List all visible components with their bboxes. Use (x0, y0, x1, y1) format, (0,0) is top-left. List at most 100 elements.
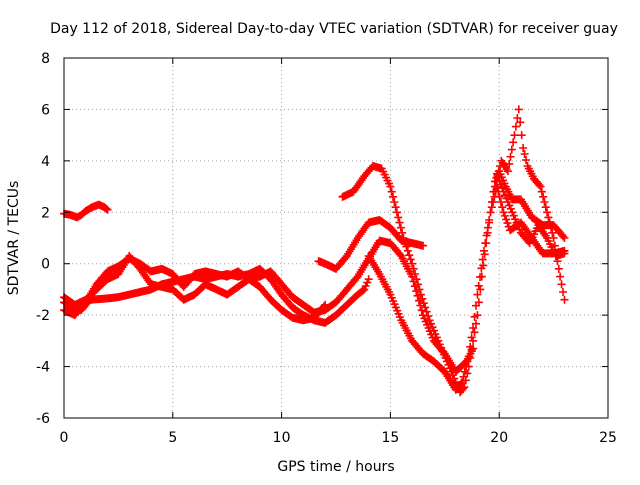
data-point (502, 215, 511, 224)
data-point (514, 105, 523, 114)
data-point (546, 223, 555, 232)
data-point (522, 156, 531, 164)
data-point (520, 150, 529, 158)
data-point (494, 173, 503, 182)
data-point (477, 264, 486, 273)
data-point (559, 288, 568, 296)
data-point (416, 290, 425, 299)
y-tick-label: -2 (36, 308, 50, 324)
data-point (395, 218, 404, 227)
y-tick-label: 2 (41, 205, 50, 221)
data-point (486, 208, 495, 217)
data-point (422, 307, 431, 316)
data-point (395, 250, 404, 259)
data-point (387, 187, 396, 196)
y-tick-label: 0 (41, 257, 50, 273)
data-point (537, 187, 546, 196)
data-point (459, 372, 468, 381)
data-point (390, 198, 399, 206)
data-point (560, 295, 569, 304)
data-point (419, 241, 428, 250)
y-tick-label: 8 (41, 51, 50, 67)
data-point (471, 319, 480, 328)
data-point (550, 241, 559, 250)
data-point (386, 182, 395, 191)
data-point (406, 255, 415, 264)
chart-title: Day 112 of 2018, Sidereal Day-to-day VTE… (50, 21, 618, 37)
axis-ticks (63, 57, 609, 419)
data-point (505, 159, 514, 168)
data-point (403, 246, 412, 255)
data-point (463, 357, 472, 366)
data-point (471, 301, 480, 310)
data-points (60, 105, 569, 397)
data-point (424, 312, 433, 320)
data-point (496, 198, 505, 206)
data-point (503, 219, 512, 228)
data-point (392, 208, 401, 217)
data-point (402, 242, 411, 251)
data-point (470, 312, 479, 321)
data-point (554, 264, 563, 273)
x-tick-label: 15 (381, 430, 399, 446)
data-point (544, 213, 553, 222)
data-point (490, 182, 499, 191)
x-tick-label: 0 (60, 430, 69, 446)
data-point (481, 239, 490, 248)
data-point (421, 303, 430, 312)
data-point (560, 234, 569, 242)
x-tick-label: 25 (599, 430, 617, 446)
data-point (560, 249, 569, 258)
data-point (389, 192, 398, 201)
data-point (493, 169, 502, 178)
y-tick-label: 4 (41, 154, 50, 170)
data-point (456, 379, 465, 388)
series-track-d (60, 252, 330, 325)
data-point (409, 264, 418, 273)
data-point (498, 184, 507, 193)
data-point (405, 251, 414, 260)
data-point (489, 198, 498, 206)
series-track-f (338, 162, 569, 397)
data-point (399, 234, 408, 242)
data-point (557, 280, 566, 289)
data-point (102, 204, 111, 213)
data-point (559, 232, 568, 241)
y-axis-label: SDTVAR / TECUs (6, 181, 22, 296)
data-point (458, 378, 467, 386)
series-track-i (493, 169, 569, 260)
data-point (517, 131, 526, 140)
data-point (503, 167, 512, 176)
data-point (500, 211, 509, 220)
data-point (479, 246, 488, 255)
data-point (539, 192, 548, 201)
data-point (535, 181, 544, 190)
data-point (321, 300, 330, 309)
data-point (464, 352, 473, 361)
data-point (507, 145, 516, 154)
data-point (506, 152, 515, 161)
data-point (476, 273, 485, 282)
data-point (460, 367, 469, 376)
data-point (411, 270, 420, 278)
data-point (499, 208, 508, 217)
data-point (519, 144, 528, 152)
data-point (483, 223, 492, 232)
data-point (358, 286, 367, 295)
x-axis-label: GPS time / hours (277, 459, 394, 475)
y-tick-label: 6 (41, 102, 50, 118)
data-point (545, 218, 554, 227)
x-tick-label: 5 (168, 430, 177, 446)
data-point (496, 180, 505, 189)
series-track-c (60, 236, 478, 376)
data-point (470, 328, 479, 337)
data-point (462, 362, 471, 371)
data-point (511, 122, 520, 131)
tick-labels: 0 5 10 15 20 25 -6 -4 -2 0 2 4 6 8 (36, 51, 617, 446)
data-point (516, 118, 525, 127)
series-track-a (60, 200, 112, 222)
data-point (413, 280, 422, 289)
data-point (467, 333, 476, 342)
